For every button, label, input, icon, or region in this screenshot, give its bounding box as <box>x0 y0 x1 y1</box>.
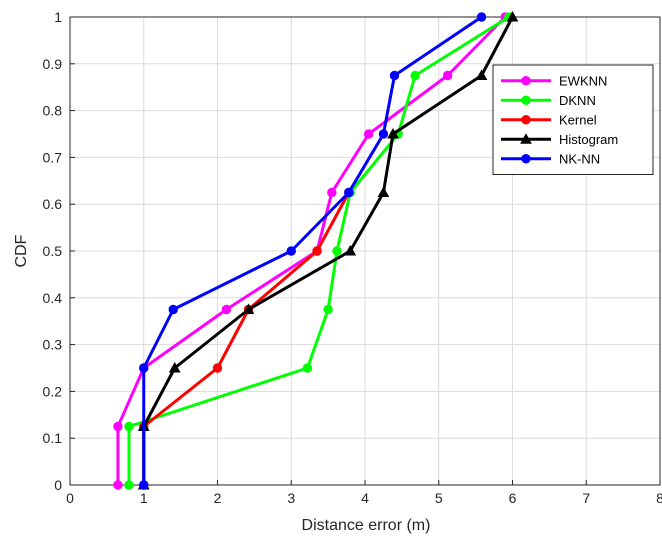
y-tick-label: 0.6 <box>43 196 63 212</box>
y-tick-label: 0.3 <box>43 337 63 353</box>
x-tick-label: 3 <box>287 490 295 506</box>
data-point-ewknn <box>327 187 337 198</box>
legend-label-dknn: DKNN <box>559 93 596 108</box>
data-point-nk-nn <box>139 363 149 373</box>
data-point-ewknn <box>113 480 123 490</box>
y-axis-ticks: 0 0.1 0.2 0.3 0.4 0.5 0.6 0.7 0.8 0.9 1 <box>43 9 75 493</box>
data-point-nk-nn <box>286 246 296 256</box>
legend-label-ewknn: EWKNN <box>559 73 607 88</box>
y-tick-label: 0.7 <box>43 149 63 165</box>
data-point-histogram <box>475 69 488 80</box>
data-point-nk-nn <box>344 187 354 198</box>
legend-label-nk-nn: NK-NN <box>559 151 600 166</box>
x-tick-label: 7 <box>582 490 590 506</box>
series-nk-nn <box>139 12 487 490</box>
data-point-dknn <box>124 421 134 432</box>
legend-item-kernel: Kernel <box>501 112 597 127</box>
y-tick-label: 0.5 <box>43 243 63 259</box>
legend-marker-kernel <box>521 115 531 125</box>
legend: EWKNN DKNN Kernel Histogram NK-NN <box>492 64 654 175</box>
y-tick-label: 1 <box>54 9 62 25</box>
legend-item-dknn: DKNN <box>501 93 596 108</box>
data-point-ewknn <box>221 304 232 315</box>
x-tick-label: 6 <box>509 490 517 506</box>
x-axis-ticks: 0 1 2 3 4 5 6 7 8 <box>66 480 662 506</box>
x-axis-label: Distance error (m) <box>302 517 431 534</box>
data-point-dknn <box>323 304 333 315</box>
series-line-nk-nn <box>142 15 483 485</box>
data-point-kernel <box>312 246 322 256</box>
legend-marker-nk-nn <box>521 154 531 164</box>
data-point-dknn <box>332 246 342 256</box>
y-axis-label: CDF <box>13 234 30 267</box>
data-point-nk-nn <box>378 129 389 139</box>
series-layer <box>113 10 519 490</box>
data-point-nk-nn <box>389 70 400 81</box>
legend-item-histogram: Histogram <box>501 132 618 147</box>
y-tick-label: 0.8 <box>43 103 63 119</box>
data-point-dknn <box>410 70 420 81</box>
legend-item-nk-nn: NK-NN <box>501 151 600 166</box>
data-point-histogram <box>242 303 255 314</box>
data-point-nk-nn <box>476 12 487 22</box>
legend-label-kernel: Kernel <box>559 112 597 127</box>
legend-marker-histogram <box>520 133 532 144</box>
data-point-histogram <box>344 244 357 256</box>
data-point-kernel <box>212 363 223 373</box>
x-tick-label: 8 <box>656 490 662 506</box>
legend-marker-dknn <box>521 95 531 105</box>
data-point-ewknn <box>363 129 374 139</box>
data-point-histogram <box>168 361 181 373</box>
data-point-ewknn <box>113 421 123 432</box>
data-point-nk-nn <box>168 304 178 315</box>
y-tick-label: 0.9 <box>43 56 63 72</box>
data-point-ewknn <box>442 70 453 81</box>
data-point-histogram <box>506 10 519 22</box>
x-tick-label: 2 <box>214 490 222 506</box>
data-point-histogram <box>387 127 399 139</box>
y-tick-label: 0.2 <box>43 383 63 399</box>
x-tick-label: 0 <box>66 490 74 506</box>
x-tick-label: 1 <box>140 490 148 506</box>
data-point-histogram <box>377 186 390 197</box>
legend-label-histogram: Histogram <box>559 132 618 147</box>
legend-item-ewknn: EWKNN <box>501 73 607 88</box>
legend-marker-ewknn <box>521 76 531 86</box>
y-tick-label: 0 <box>54 477 62 493</box>
y-tick-label: 0.1 <box>43 430 63 446</box>
y-tick-label: 0.4 <box>43 290 63 306</box>
data-point-nk-nn <box>139 480 149 490</box>
data-point-dknn <box>302 363 313 373</box>
x-tick-label: 5 <box>435 490 443 506</box>
data-point-dknn <box>124 480 134 490</box>
x-tick-label: 4 <box>361 490 369 506</box>
